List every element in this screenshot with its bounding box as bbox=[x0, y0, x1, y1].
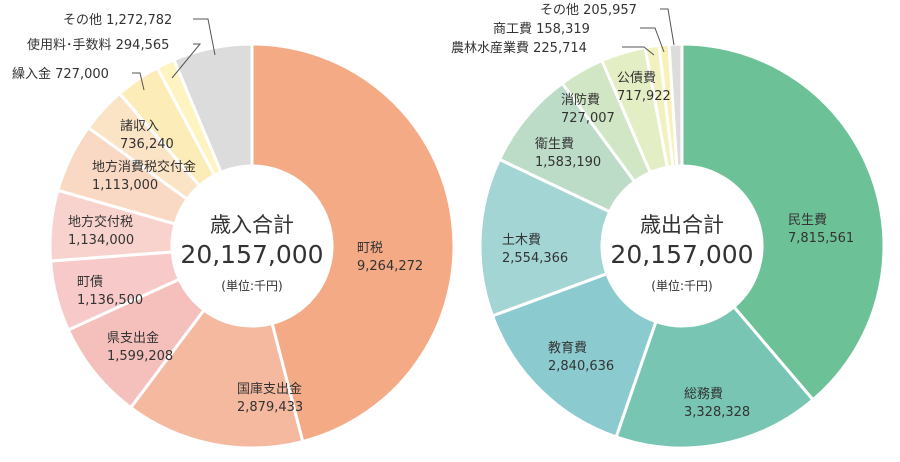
revenue-label-8: 繰入金 727,000 bbox=[12, 66, 109, 82]
expenditure-label-value-4: 2,554,366 bbox=[502, 251, 568, 266]
expenditure-label-name-6: 消防費 bbox=[561, 92, 600, 108]
expenditure-slice-4 bbox=[478, 157, 612, 318]
expenditure-label-name-1: 民生費 bbox=[788, 213, 827, 228]
revenue-leader-line-9 bbox=[171, 43, 202, 79]
revenue-slice-1 bbox=[250, 42, 456, 444]
revenue-label-name-3: 県支出金 bbox=[107, 330, 159, 346]
expenditure-leader-line-8 bbox=[622, 46, 655, 56]
revenue-unit-label: (単位:千円) bbox=[221, 278, 282, 293]
revenue-label-9: 使用料･手数料 294,565 bbox=[27, 37, 169, 53]
revenue-label-name-2: 国庫支出金 bbox=[237, 381, 302, 397]
revenue-label-value-3: 1,599,208 bbox=[107, 349, 173, 364]
expenditure-label-name-5: 衛生費 bbox=[535, 137, 574, 152]
expenditure-leader-line-10 bbox=[660, 8, 675, 46]
revenue-label-value-2: 2,879,433 bbox=[237, 400, 303, 415]
revenue-label-10: その他 1,272,782 bbox=[63, 13, 172, 28]
revenue-leader-line-10 bbox=[193, 18, 216, 56]
expenditure-slice-2 bbox=[614, 304, 816, 450]
revenue-label-name-1: 町税 bbox=[357, 241, 383, 256]
expenditure-label-value-6: 727,007 bbox=[561, 111, 615, 126]
expenditure-label-name-3: 教育費 bbox=[548, 340, 587, 356]
expenditure-donut-chart: 歳出合計 20,157,000 (単位:千円) 民生費 7,815,561 総務費 3,32… bbox=[451, 3, 886, 450]
expenditure-label-value-1: 7,815,561 bbox=[788, 231, 854, 246]
expenditure-label-9: 商工費 158,319 bbox=[493, 22, 590, 37]
expenditure-slice-10 bbox=[667, 42, 684, 168]
expenditure-label-name-4: 土木費 bbox=[502, 233, 541, 248]
expenditure-label-value-7: 717,922 bbox=[617, 89, 671, 104]
expenditure-total-value: 20,157,000 bbox=[610, 240, 753, 269]
revenue-label-name-5: 地方交付税 bbox=[68, 214, 133, 230]
revenue-slice-10 bbox=[171, 42, 254, 175]
expenditure-label-value-5: 1,583,190 bbox=[535, 155, 601, 170]
revenue-label-name-7: 諸収入 bbox=[120, 118, 159, 134]
revenue-label-value-4: 1,136,500 bbox=[77, 293, 143, 308]
revenue-leader-line-8 bbox=[132, 72, 145, 91]
revenue-label-name-4: 町債 bbox=[77, 275, 103, 290]
expenditure-slice-3 bbox=[490, 271, 658, 439]
revenue-donut-chart: 歳入合計 20,157,000 (単位:千円) 町税 9,264,272 国庫支出金 2,8… bbox=[12, 13, 456, 450]
expenditure-total-title: 歳出合計 bbox=[640, 213, 724, 237]
revenue-label-value-1: 9,264,272 bbox=[357, 259, 423, 274]
expenditure-label-10: その他 205,957 bbox=[540, 3, 637, 18]
expenditure-label-value-2: 3,328,328 bbox=[684, 405, 750, 420]
expenditure-label-name-2: 総務費 bbox=[684, 387, 723, 402]
revenue-total-value: 20,157,000 bbox=[180, 240, 323, 269]
expenditure-label-name-7: 公債費 bbox=[617, 71, 656, 86]
revenue-label-value-7: 736,240 bbox=[120, 137, 174, 152]
revenue-slice-2 bbox=[128, 307, 305, 450]
expenditure-unit-label: (単位:千円) bbox=[651, 278, 712, 293]
revenue-label-value-6: 1,113,000 bbox=[92, 178, 158, 193]
revenue-label-name-6: 地方消費税交付金 bbox=[92, 159, 196, 175]
expenditure-slice-1 bbox=[680, 42, 886, 402]
expenditure-label-8: 農林水産業費 225,714 bbox=[451, 40, 587, 56]
revenue-total-title: 歳入合計 bbox=[210, 213, 294, 237]
expenditure-leader-line-9 bbox=[640, 27, 665, 53]
revenue-label-value-5: 1,134,000 bbox=[68, 233, 134, 248]
expenditure-label-value-3: 2,840,636 bbox=[548, 359, 614, 374]
